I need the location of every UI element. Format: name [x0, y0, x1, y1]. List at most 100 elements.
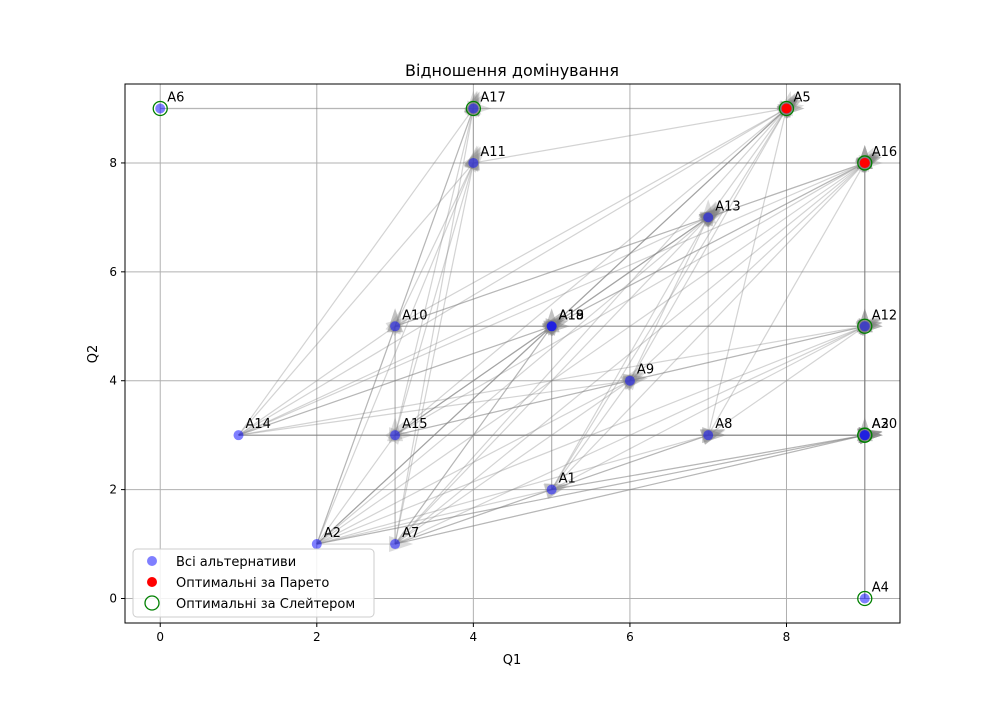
- legend-marker-slater: [144, 595, 160, 611]
- point-label: A14: [246, 417, 271, 432]
- point-a10: [390, 321, 401, 332]
- point-label: A12: [872, 308, 897, 323]
- point-a1: [546, 484, 557, 495]
- dominance-arrow: [551, 434, 865, 491]
- point-label: A18: [559, 308, 584, 323]
- dominance-arrow: [316, 380, 631, 545]
- dominance-arrow: [316, 325, 553, 545]
- dominance-arrow: [394, 108, 474, 436]
- dominance-arrow: [316, 434, 709, 545]
- legend-label-all: Всі альтернативи: [176, 555, 296, 570]
- slater-marker-a17: [465, 100, 482, 117]
- y-axis-label: Q2: [86, 345, 101, 364]
- dominance-arrow: [551, 216, 709, 327]
- dominance-arrow: [394, 108, 787, 545]
- point-label: A10: [402, 308, 427, 323]
- slater-marker-a4: [857, 590, 873, 607]
- dominance-arrow: [394, 108, 787, 436]
- x-axis-label: Q1: [503, 653, 522, 668]
- slater-marker-a16: [857, 155, 873, 171]
- legend-box: [132, 548, 375, 618]
- dominance-arrow: [394, 108, 474, 545]
- dominance-arrow: [394, 162, 474, 545]
- y-tick-label: 0: [109, 592, 117, 606]
- point-label: A4: [872, 581, 889, 596]
- dominance-arrow: [551, 108, 788, 490]
- dominance-arrow: [394, 380, 631, 436]
- dominance-arrow: [394, 325, 552, 436]
- pareto-marker-a16: [859, 157, 870, 168]
- slater-marker-a12: [857, 318, 873, 334]
- dominance-arrow: [238, 216, 709, 436]
- point-a20: [859, 430, 870, 441]
- dominance-arrow: [551, 434, 865, 491]
- dominance-arrow: [551, 162, 866, 327]
- dominance-arrow: [394, 489, 552, 545]
- point-label: A13: [715, 199, 740, 214]
- point-label: A2: [324, 526, 341, 541]
- dominance-arrow: [238, 325, 552, 436]
- dominance-arrow: [707, 162, 866, 436]
- dominance-arrow: [629, 217, 709, 381]
- dominance-arrow: [316, 434, 865, 545]
- point-label: A20: [872, 417, 897, 432]
- point-a17: [468, 103, 479, 114]
- point-a4: [859, 593, 870, 604]
- chart-title: Відношення домінування: [405, 61, 619, 80]
- point-a12: [859, 321, 870, 332]
- dominance-arrow: [238, 108, 474, 436]
- dominance-arrow: [394, 162, 474, 327]
- point-a19: [546, 321, 557, 332]
- legend-marker-pareto: [147, 577, 157, 587]
- dominance-arrow: [394, 162, 866, 436]
- dominance-arrow: [473, 107, 787, 164]
- dominance-arrow: [394, 162, 474, 436]
- dominance-arrow: [629, 162, 866, 382]
- dominance-arrow: [316, 326, 396, 545]
- dominance-arrow: [238, 162, 866, 436]
- dominance-arrow: [238, 325, 865, 436]
- point-a2: [311, 539, 322, 550]
- plot-frame: [124, 83, 901, 624]
- dominance-arrow: [394, 325, 866, 545]
- legend-label-pareto: Оптимальні за Парето: [176, 576, 329, 591]
- dominance-arrow: [238, 325, 396, 436]
- dominance-arrow: [551, 162, 866, 491]
- point-label: A17: [480, 91, 505, 106]
- dominance-arrow: [394, 380, 631, 545]
- dominance-arrow: [394, 434, 865, 545]
- dominance-arrow: [238, 380, 631, 436]
- x-tick-label: 4: [470, 630, 478, 644]
- point-a11: [468, 157, 479, 168]
- point-a9: [624, 375, 635, 386]
- y-tick-label: 6: [109, 265, 117, 279]
- dominance-arrow: [316, 216, 709, 545]
- slater-marker-a20: [857, 427, 873, 443]
- dominance-arrow: [551, 216, 709, 327]
- grid: [125, 84, 900, 623]
- dominance-arrow: [316, 325, 865, 545]
- dominance-arrow: [238, 107, 787, 436]
- dominance-arrow: [551, 380, 631, 490]
- point-label: A15: [402, 417, 427, 432]
- dominance-arrow: [316, 434, 865, 545]
- dominance-arrow: [707, 325, 866, 436]
- dominance-arrow: [394, 162, 866, 545]
- dominance-arrow: [708, 162, 865, 218]
- dominance-arrow: [316, 325, 553, 545]
- dominance-arrow: [316, 489, 552, 545]
- point-label: A1: [559, 472, 576, 487]
- point-label: A16: [872, 145, 897, 160]
- legend-marker-all: [147, 556, 157, 566]
- x-tick-label: 8: [783, 630, 791, 644]
- dominance-arrow: [238, 325, 552, 436]
- y-tick-label: 2: [109, 483, 117, 497]
- point-a15: [390, 430, 401, 441]
- x-tick-label: 0: [156, 630, 164, 644]
- pareto-marker-a5: [781, 103, 792, 114]
- y-tick-label: 8: [109, 156, 117, 170]
- axis-ticks: 0 2 4 6 8 0 2 4 6 8: [109, 156, 790, 644]
- point-label: A19: [559, 308, 584, 323]
- data-points: [152, 100, 873, 607]
- dominance-arrow: [394, 325, 553, 545]
